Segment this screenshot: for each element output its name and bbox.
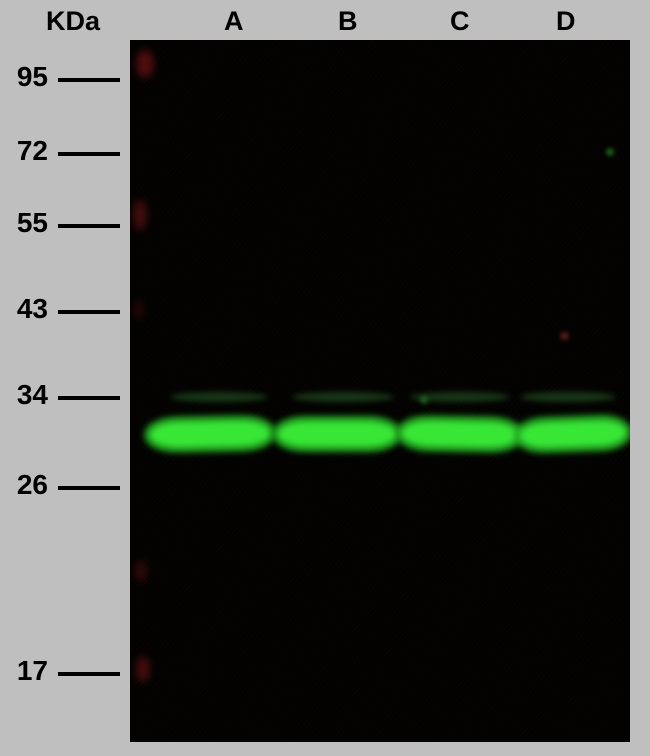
ladder-spot (134, 560, 148, 582)
main-band (150, 421, 270, 447)
speck (420, 396, 428, 404)
marker-tick (58, 224, 120, 228)
marker-value: 43 (0, 293, 48, 325)
marker-value: 72 (0, 135, 48, 167)
blot-tint (130, 40, 630, 742)
ladder-spot (134, 300, 144, 320)
faint-band (520, 392, 616, 402)
marker-tick (58, 486, 120, 490)
marker-value: 26 (0, 469, 48, 501)
speck (606, 148, 614, 156)
speck (560, 332, 569, 340)
marker-tick (58, 396, 120, 400)
ladder-spot (133, 200, 147, 230)
ladder-spot (136, 656, 150, 682)
lane-label: C (450, 6, 470, 37)
ladder-spot (136, 50, 154, 78)
main-band (520, 420, 627, 448)
main-band (278, 422, 396, 446)
marker-tick (58, 78, 120, 82)
blot-membrane (130, 40, 630, 742)
marker-tick (58, 672, 120, 676)
blot-noise (130, 40, 630, 742)
marker-value: 17 (0, 655, 48, 687)
lane-label: D (556, 6, 576, 37)
marker-value: 55 (0, 207, 48, 239)
marker-tick (58, 310, 120, 314)
lane-label: B (338, 6, 358, 37)
main-band (402, 421, 518, 447)
faint-band (292, 392, 394, 402)
lane-label: A (224, 6, 244, 37)
marker-value: 34 (0, 379, 48, 411)
marker-value: 95 (0, 61, 48, 93)
unit-label: KDa (46, 6, 100, 37)
marker-tick (58, 152, 120, 156)
faint-band (170, 392, 268, 402)
figure-root: KDa A B C D 95 72 55 43 34 26 17 (0, 0, 650, 756)
